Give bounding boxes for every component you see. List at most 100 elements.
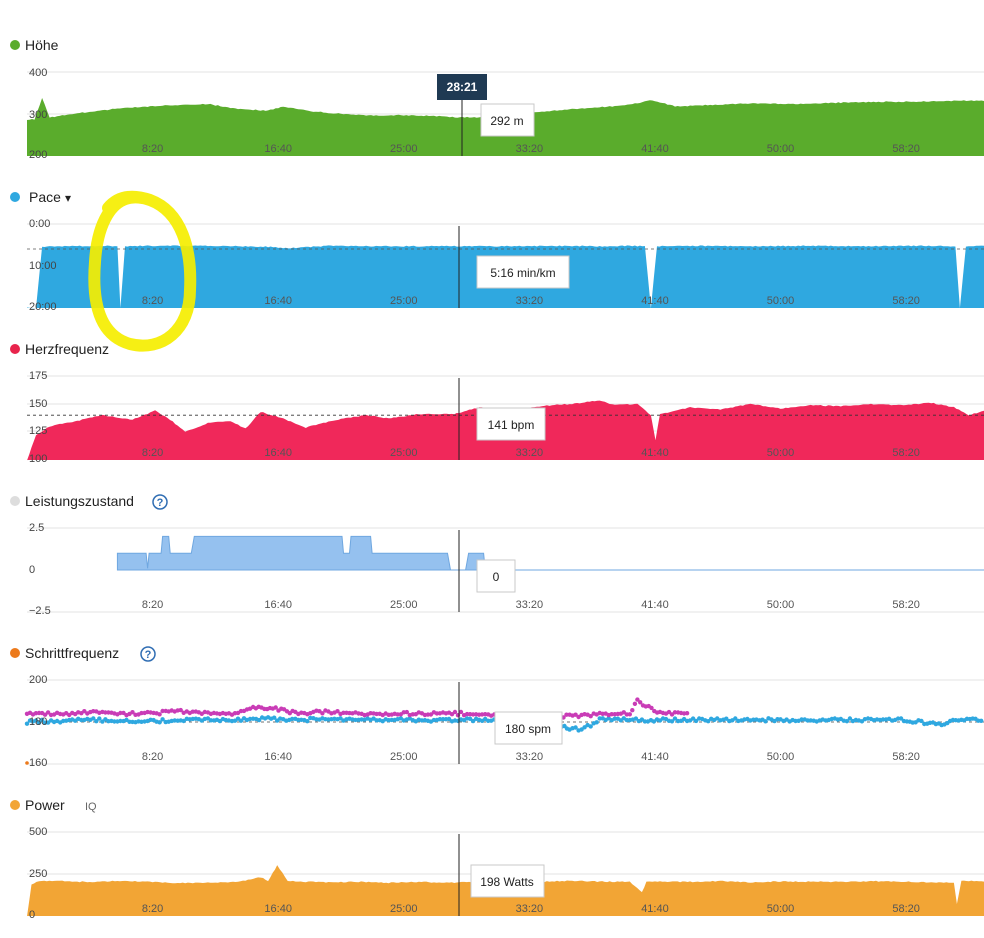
x-tick-label: 33:20 [516,295,544,307]
cadence-point-purple [452,709,458,715]
y-tick-label: 150 [29,398,47,410]
cadence-point-purple [320,711,325,716]
x-tick-labels: 8:20 16:40 25:00 33:20 41:40 50:00 58:20 [142,143,920,155]
hoehe-legend-dot [10,40,20,50]
cadence-point-blue [573,725,578,730]
x-tick-label: 16:40 [264,903,292,915]
cadence-point-blue [763,719,768,724]
highlight-circle-annotation [88,190,197,352]
x-tick-label: 8:20 [142,143,163,155]
cadence-point-purple [374,711,379,717]
x-tick-label: 25:00 [390,903,418,915]
power-iq-badge: IQ [85,801,97,813]
x-tick-label: 50:00 [767,599,795,611]
cadence-point-blue [669,719,675,724]
x-tick-label: 58:20 [892,143,920,155]
leistung-area [116,535,984,571]
cadence-point-blue [374,718,379,723]
svg-text:?: ? [157,497,164,509]
power-tooltip: 198 Watts [470,864,545,898]
x-tick-label: 8:20 [142,903,163,915]
x-tick-label: 25:00 [390,447,418,459]
cadence-point-blue [36,720,42,725]
cadence-point-blue [898,716,904,721]
schritt-tooltip-value: 180 spm [505,722,551,736]
x-tick-label: 58:20 [892,447,920,459]
cadence-point-purple [118,710,123,716]
x-tick-label: 58:20 [892,295,920,307]
cadence-point-purple [157,712,162,717]
x-tick-labels: 8:20 16:40 25:00 33:20 41:40 50:00 58:20 [142,599,920,611]
cadence-point-purple [638,700,643,705]
x-tick-label: 41:40 [641,599,669,611]
cadence-point-purple [160,708,165,714]
pace-legend-dot [10,192,20,202]
cadence-point-blue [272,715,277,720]
x-tick-label: 16:40 [264,599,292,611]
x-tick-label: 16:40 [264,447,292,459]
cadence-point-purple [455,713,461,718]
x-tick-label: 16:40 [264,143,292,155]
herz-legend-dot [10,344,20,354]
cadence-point-blue [446,716,452,722]
cadence-point-blue [24,721,30,726]
cadence-point-blue [39,717,45,722]
cadence-point-blue [706,719,711,724]
x-tick-label: 8:20 [142,447,163,459]
schritt-help-icon[interactable]: ? [140,646,156,662]
leistung-title: Leistungszustand [25,493,134,509]
cadence-point-blue [94,719,99,724]
y-tick-label: 0:00 [29,218,50,230]
panel-pace: Pace ▾ 0:00 10:00 20:00 8:20 16:40 25:00 33… [10,189,984,352]
cadence-point-blue [633,716,639,721]
x-tick-labels: 8:20 16:40 25:00 33:20 41:40 50:00 58:20 [142,447,920,459]
cadence-point-purple [649,705,654,711]
herz-tooltip-value: 141 bpm [488,418,535,432]
y-tick-label: 200 [29,149,47,161]
cadence-point-blue [651,719,657,724]
cadence-point-blue [160,717,165,722]
x-tick-label: 33:20 [516,599,544,611]
cadence-point-blue [100,719,105,724]
cadence-point-purple [178,707,183,713]
cadence-point-blue [238,718,244,723]
panel-herzfrequenz: Herzfrequenz 175 150 125 100 8:20 16:40 25… [10,341,984,465]
y-tick-label: 0 [29,909,35,921]
cadence-point-blue [470,718,476,724]
x-tick-label: 33:20 [516,903,544,915]
leistung-help-icon[interactable]: ? [152,494,168,510]
panel-schrittfrequenz: Schrittfrequenz ? 200 180 160 8:20 16:40 2… [10,645,984,769]
x-tick-label: 8:20 [142,295,163,307]
cadence-point-purple [45,710,51,715]
cadence-point-blue [338,716,343,721]
x-tick-label: 50:00 [767,903,795,915]
y-tick-label: −2.5 [29,605,51,617]
cadence-point-blue [33,718,39,723]
cadence-point-purple [632,701,638,706]
x-tick-label: 25:00 [390,295,418,307]
y-tick-label: 400 [29,67,47,79]
cadence-point-blue [690,716,696,721]
cadence-point-blue [256,717,262,723]
x-tick-label: 41:40 [641,143,669,155]
hoehe-tooltip-value: 292 m [490,114,523,128]
power-legend-dot [10,800,20,810]
cadence-point-purple [573,712,578,717]
cadence-point-purple [609,712,614,717]
cursor-time-badge[interactable]: 28:21 [437,74,487,100]
pace-dropdown-caret[interactable]: ▾ [65,191,71,205]
y-tick-label: 160 [29,757,47,769]
panel-hoehe: Höhe 400 300 200 8:20 16:40 25:00 33:20 41:4… [10,37,984,161]
y-tick-label: 100 [29,453,47,465]
cadence-point-purple [82,709,87,714]
cadence-point-blue [118,718,123,724]
x-tick-label: 58:20 [892,903,920,915]
schritt-legend-dot [10,648,20,658]
schritt-outlier-dot [25,761,29,765]
x-tick-labels: 8:20 16:40 25:00 33:20 41:40 50:00 58:20 [142,903,920,915]
x-tick-label: 50:00 [767,447,795,459]
cadence-point-purple [588,714,593,719]
cadence-point-blue [305,719,310,724]
cadence-point-blue [181,718,186,724]
